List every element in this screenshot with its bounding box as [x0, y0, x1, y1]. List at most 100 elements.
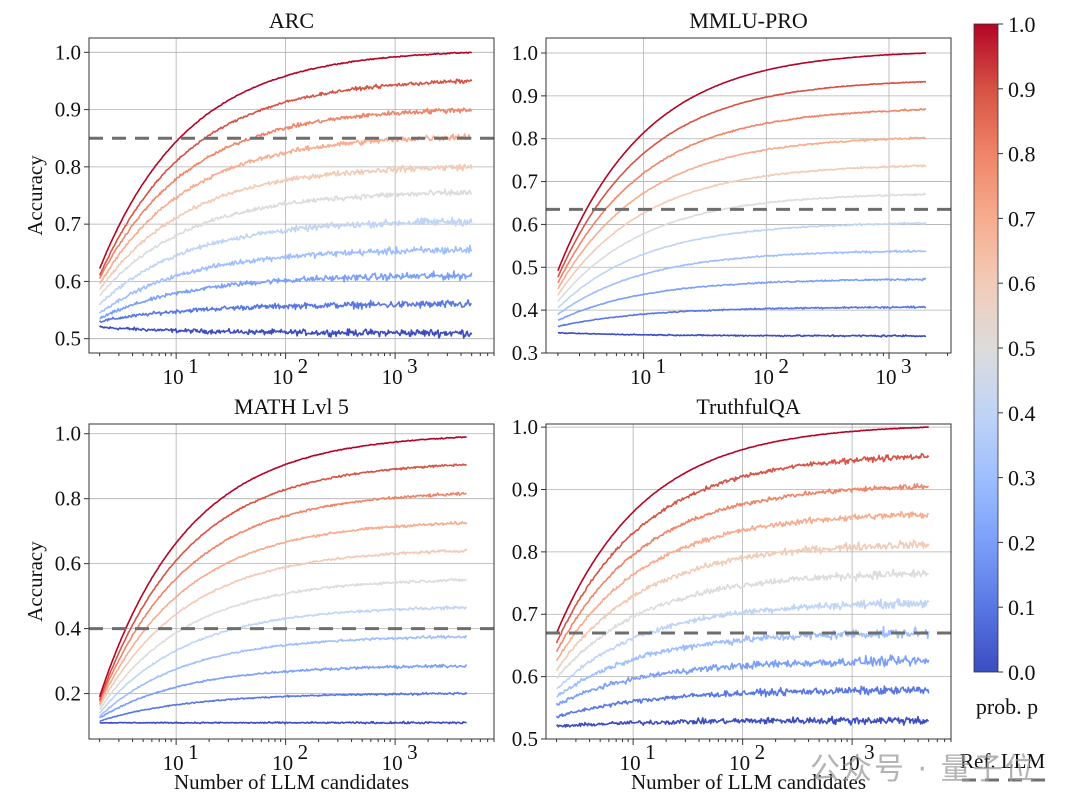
series-line-p-0.2	[99, 663, 468, 719]
colorbar-tick-label: 1.0	[1008, 12, 1036, 37]
x-tick-exponent: 1	[645, 740, 656, 764]
series-line-p-0.6	[99, 163, 473, 291]
x-tick-label: 10	[839, 751, 860, 775]
colorbar-tick-label: 0.8	[1008, 142, 1036, 167]
y-tick-label: 0.6	[55, 552, 81, 576]
series-line-p-0.0	[556, 715, 929, 728]
x-tick-label: 10	[729, 751, 750, 775]
series-line-p-0.8	[557, 107, 927, 284]
series-line-p-0.5	[99, 188, 473, 297]
y-tick-label: 0.8	[55, 487, 81, 511]
series-line-p-0.4	[99, 216, 473, 306]
x-tick-exponent: 3	[407, 740, 418, 764]
y-tick-label: 0.7	[512, 170, 538, 194]
axes-frame	[545, 423, 952, 740]
colorbar-tick-label: 0.0	[1008, 660, 1036, 685]
x-axis-label: Number of LLM candidates	[174, 770, 409, 794]
y-tick-label: 0.7	[512, 602, 538, 626]
series-line-p-0.4	[557, 221, 927, 309]
series-line-p-0.4	[556, 597, 930, 690]
x-tick-exponent: 1	[188, 740, 199, 764]
x-tick-label: 10	[272, 365, 293, 389]
series-line-p-0.3	[556, 625, 930, 698]
y-tick-label: 1.0	[512, 41, 538, 65]
series-line-p-0.5	[98, 577, 467, 711]
x-tick-exponent: 1	[188, 354, 199, 378]
series-line-p-0.7	[99, 133, 473, 285]
series-line-p-0.7	[98, 520, 468, 705]
series-line-p-0.9	[98, 463, 467, 701]
series-line-p-0.7	[555, 510, 930, 662]
series-line-p-0.5	[557, 192, 927, 303]
y-tick-label: 1.0	[55, 40, 81, 64]
x-tick-label: 10	[272, 751, 293, 775]
y-tick-label: 0.5	[55, 327, 81, 351]
colorbar-tick-label: 0.6	[1008, 271, 1036, 296]
legend: Ref. LLM	[960, 749, 1050, 782]
series-line-p-0.0	[557, 331, 927, 338]
y-tick-label: 0.5	[512, 727, 538, 751]
y-tick-label: 0.9	[512, 84, 538, 108]
y-axis-label: Accuracy	[23, 541, 47, 622]
series-line-p-0.6	[557, 164, 927, 296]
series-line-p-0.0	[99, 325, 473, 339]
series-line-p-0.6	[555, 539, 930, 672]
y-axis-label: Accuracy	[23, 155, 47, 236]
y-tick-label: 0.8	[55, 155, 81, 179]
series-line-p-0.3	[557, 249, 927, 316]
x-tick-exponent: 1	[656, 354, 667, 378]
x-tick-exponent: 3	[901, 354, 912, 378]
legend-label-ref-llm: Ref. LLM	[960, 749, 1045, 773]
series-line-p-0.1	[99, 299, 472, 324]
y-tick-label: 0.5	[512, 255, 538, 279]
y-tick-label: 0.3	[512, 341, 538, 365]
series-line-p-1.0	[555, 426, 929, 634]
colorbar-label: prob. p	[976, 694, 1038, 719]
x-tick-label: 10	[163, 365, 184, 389]
y-tick-label: 0.9	[55, 98, 81, 122]
y-tick-label: 0.6	[512, 212, 538, 236]
panel-title: MATH Lvl 5	[234, 394, 349, 419]
colorbar: prob. p 0.0 0.1 0.2 0.3 0.4 0.5 0.6 0.7 0.8 0.9 1.…	[973, 12, 1038, 719]
x-tick-exponent: 2	[298, 740, 309, 764]
colorbar-tick-label: 0.9	[1008, 77, 1036, 102]
x-tick-label: 10	[753, 365, 774, 389]
x-tick-exponent: 2	[755, 740, 766, 764]
panel-title: ARC	[269, 8, 314, 33]
series-line-p-0.8	[555, 483, 930, 653]
x-tick-label: 10	[382, 751, 403, 775]
axes-frame	[545, 37, 952, 354]
x-tick-label: 10	[382, 365, 403, 389]
series-line-p-0.7	[557, 136, 927, 290]
y-tick-label: 0.8	[512, 540, 538, 564]
series-line-p-0.2	[555, 654, 930, 706]
x-tick-label: 10	[163, 751, 184, 775]
y-tick-label: 0.8	[512, 127, 538, 151]
colorbar-tick-label: 0.2	[1008, 530, 1036, 555]
series-line-p-0.9	[98, 78, 473, 276]
x-tick-exponent: 2	[298, 354, 309, 378]
series-line-p-0.4	[99, 605, 468, 714]
series-line-p-0.3	[99, 634, 468, 718]
axes-frame	[88, 37, 495, 354]
y-tick-label: 1.0	[55, 422, 81, 446]
series-line-p-0.0	[99, 720, 467, 725]
x-tick-label: 10	[620, 751, 641, 775]
series-line-p-1.0	[98, 436, 467, 698]
series-line-p-0.5	[556, 568, 930, 679]
panel-math-lvl5: MATH Lvl 5 Accuracy Number of LLM candid…	[23, 394, 495, 794]
panel-title: TruthfulQA	[696, 394, 800, 419]
y-tick-label: 0.9	[512, 477, 538, 501]
series-line-p-0.2	[99, 270, 473, 320]
colorbar-tick-label: 0.5	[1008, 336, 1036, 361]
x-tick-label: 10	[630, 365, 651, 389]
colorbar-gradient	[973, 23, 999, 673]
watermark: 公众号 · 量子位	[810, 752, 1037, 787]
series-line-p-0.1	[99, 691, 468, 723]
x-axis-label: Number of LLM candidates	[631, 770, 866, 794]
colorbar-tick-label: 0.3	[1008, 466, 1036, 491]
series-line-p-0.8	[98, 491, 467, 702]
axes-frame	[88, 423, 495, 740]
series-line-p-0.9	[557, 80, 927, 278]
